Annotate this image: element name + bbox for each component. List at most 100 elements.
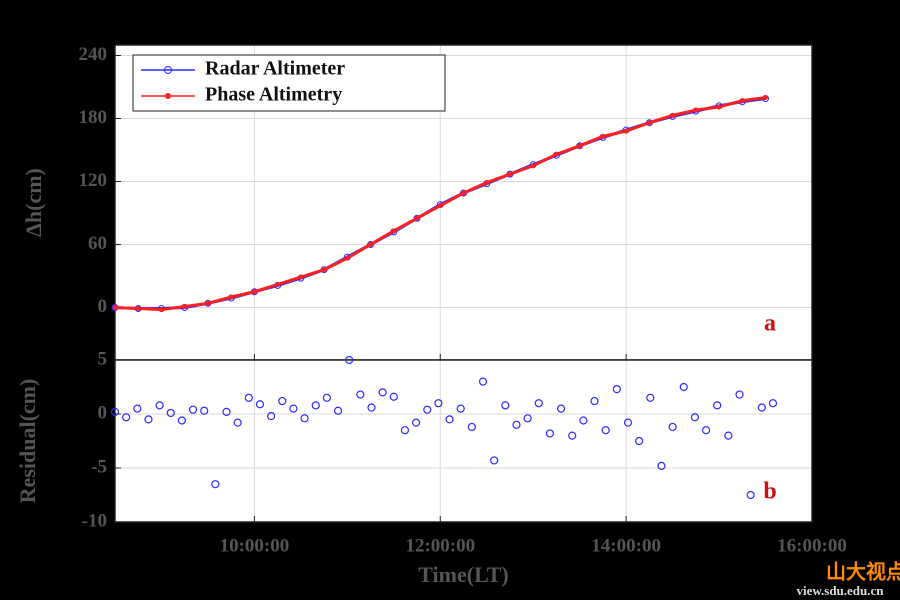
marker (739, 98, 745, 104)
point (110, 407, 120, 416)
point (490, 456, 499, 465)
x-tick-label: 10:00:00 (220, 535, 290, 556)
point (333, 406, 343, 415)
point (322, 393, 331, 402)
point (423, 405, 432, 414)
point (445, 415, 454, 424)
marker (321, 267, 327, 273)
marker (646, 120, 652, 126)
point (735, 390, 744, 399)
point (590, 396, 599, 406)
point (545, 429, 555, 438)
point (724, 431, 733, 440)
marker (182, 303, 188, 309)
point (768, 399, 778, 408)
point (757, 403, 766, 412)
marker (251, 289, 257, 295)
y-tick-label: -10 (82, 510, 107, 531)
point (278, 396, 287, 406)
point (155, 401, 164, 410)
point (668, 422, 677, 432)
marker (623, 128, 629, 134)
plot-frame (114, 359, 813, 523)
marker (298, 274, 304, 280)
point (400, 426, 410, 435)
point (289, 404, 298, 413)
point (679, 382, 688, 392)
point (467, 422, 476, 432)
marker (135, 306, 141, 312)
marker (461, 190, 466, 196)
point (345, 355, 354, 365)
marker (553, 151, 559, 157)
point (556, 404, 566, 413)
plot-area (115, 360, 812, 522)
marker (205, 300, 211, 306)
point (144, 415, 153, 424)
point (478, 377, 488, 386)
legend-label: Phase Altimetry (205, 84, 342, 106)
y-tick-label: 0 (98, 402, 108, 423)
point (367, 403, 376, 412)
marker (158, 307, 164, 313)
marker (228, 294, 234, 300)
x-tick-label: 16:00:00 (777, 535, 847, 556)
point (244, 393, 253, 402)
point (713, 401, 722, 410)
x-tick-label: 14:00:00 (591, 535, 661, 556)
x-axis-label: Time(LT) (418, 562, 508, 587)
point (311, 401, 320, 410)
point (233, 418, 242, 427)
point (579, 416, 588, 425)
y-tick-label: 5 (98, 348, 108, 369)
point (222, 407, 231, 416)
point (690, 413, 700, 422)
y-tick-label: -5 (91, 456, 107, 477)
legend-label: Radar Altimeter (205, 58, 345, 80)
point (612, 385, 621, 394)
marker (112, 305, 118, 310)
point (133, 404, 142, 413)
marker (368, 242, 374, 247)
point (701, 426, 711, 435)
marker (600, 133, 606, 139)
marker (391, 228, 397, 234)
x-tick-label: 12:00:00 (405, 535, 475, 556)
point (512, 420, 521, 429)
point (200, 406, 209, 415)
point (211, 480, 220, 489)
marker (414, 215, 420, 221)
marker (693, 107, 699, 113)
point (601, 426, 610, 435)
marker (367, 241, 375, 248)
legend-marker (164, 66, 172, 74)
y-tick-label: 180 (79, 107, 108, 128)
point (166, 408, 175, 418)
point (300, 414, 309, 423)
watermark-url: view.sdu.edu.cn (796, 583, 884, 598)
y-axis-label: Residual(cm) (15, 379, 40, 504)
panel-label: b (763, 479, 776, 505)
y-tick-label: 120 (79, 170, 108, 191)
point (356, 390, 365, 399)
y-tick-label: 240 (79, 44, 108, 65)
point (501, 401, 510, 410)
legend-marker (165, 93, 171, 99)
point (412, 418, 421, 427)
point (635, 436, 644, 446)
point (523, 414, 532, 423)
marker (437, 203, 443, 209)
marker (530, 163, 536, 169)
marker (507, 171, 513, 177)
point (177, 416, 187, 425)
marker (716, 104, 722, 110)
point (389, 392, 398, 401)
point (746, 490, 755, 500)
point (434, 399, 443, 408)
point (657, 461, 666, 470)
y-axis-label: Δh(cm) (21, 168, 46, 237)
point (122, 413, 131, 422)
legend-box (132, 54, 446, 112)
